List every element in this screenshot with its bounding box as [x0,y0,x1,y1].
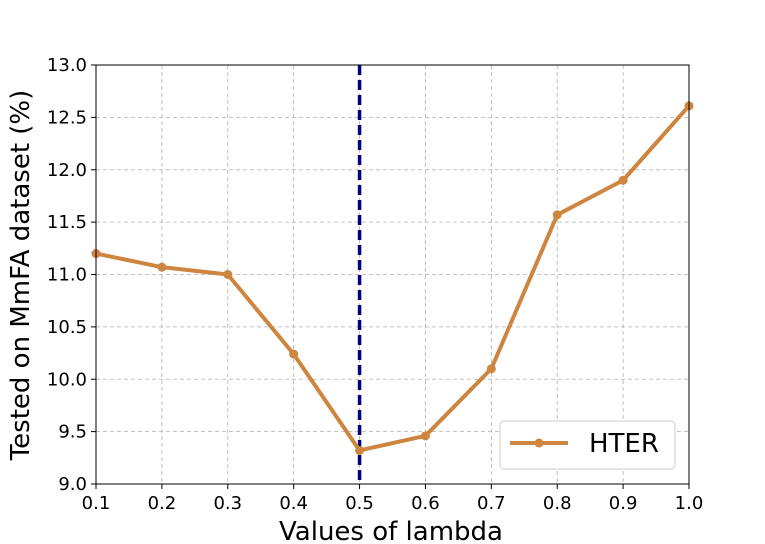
y-tick-label: 10.0 [47,369,87,390]
data-point [289,349,299,359]
x-tick-label: 0.2 [148,493,177,514]
legend-label: HTER [589,429,659,459]
x-tick-label: 0.3 [213,493,242,514]
x-tick-label: 0.5 [345,493,374,514]
y-tick-label: 12.0 [47,160,87,181]
y-tick-label: 11.0 [47,265,87,286]
y-tick-label: 9.5 [58,422,87,443]
x-tick-label: 0.4 [279,493,308,514]
x-tick-label: 0.8 [543,493,572,514]
data-point [355,445,365,455]
data-point [486,364,496,374]
data-point [420,431,430,441]
data-point [618,175,628,185]
data-point [223,270,233,279]
y-tick-label: 11.5 [47,212,87,233]
y-ticks: 9.0 9.5 10.0 10.5 11.0 11.5 12.0 12.5 13.0 [47,55,96,495]
x-tick-label: 0.1 [82,493,111,514]
x-tick-label: 0.7 [477,493,506,514]
data-point [157,262,167,272]
data-point [552,210,562,220]
x-axis-label: Values of lambda [279,517,503,544]
series-group [91,101,694,455]
x-tick-label: 1.0 [675,493,704,514]
y-tick-label: 13.0 [47,55,87,76]
legend-marker [534,438,544,448]
y-tick-label: 12.5 [47,107,87,128]
legend-box [499,420,676,470]
series-line-hter [94,103,691,453]
legend: HTER [499,420,676,470]
y-tick-label: 9.0 [58,474,87,495]
x-ticks: 0.1 0.2 0.3 0.4 0.5 0.6 0.7 0.8 0.9 1.0 [82,484,704,514]
x-tick-label: 0.6 [411,493,440,514]
y-tick-label: 10.5 [47,317,87,338]
y-axis-label: Tested on MmFA dataset (%) [6,90,36,462]
x-tick-label: 0.9 [609,493,638,514]
